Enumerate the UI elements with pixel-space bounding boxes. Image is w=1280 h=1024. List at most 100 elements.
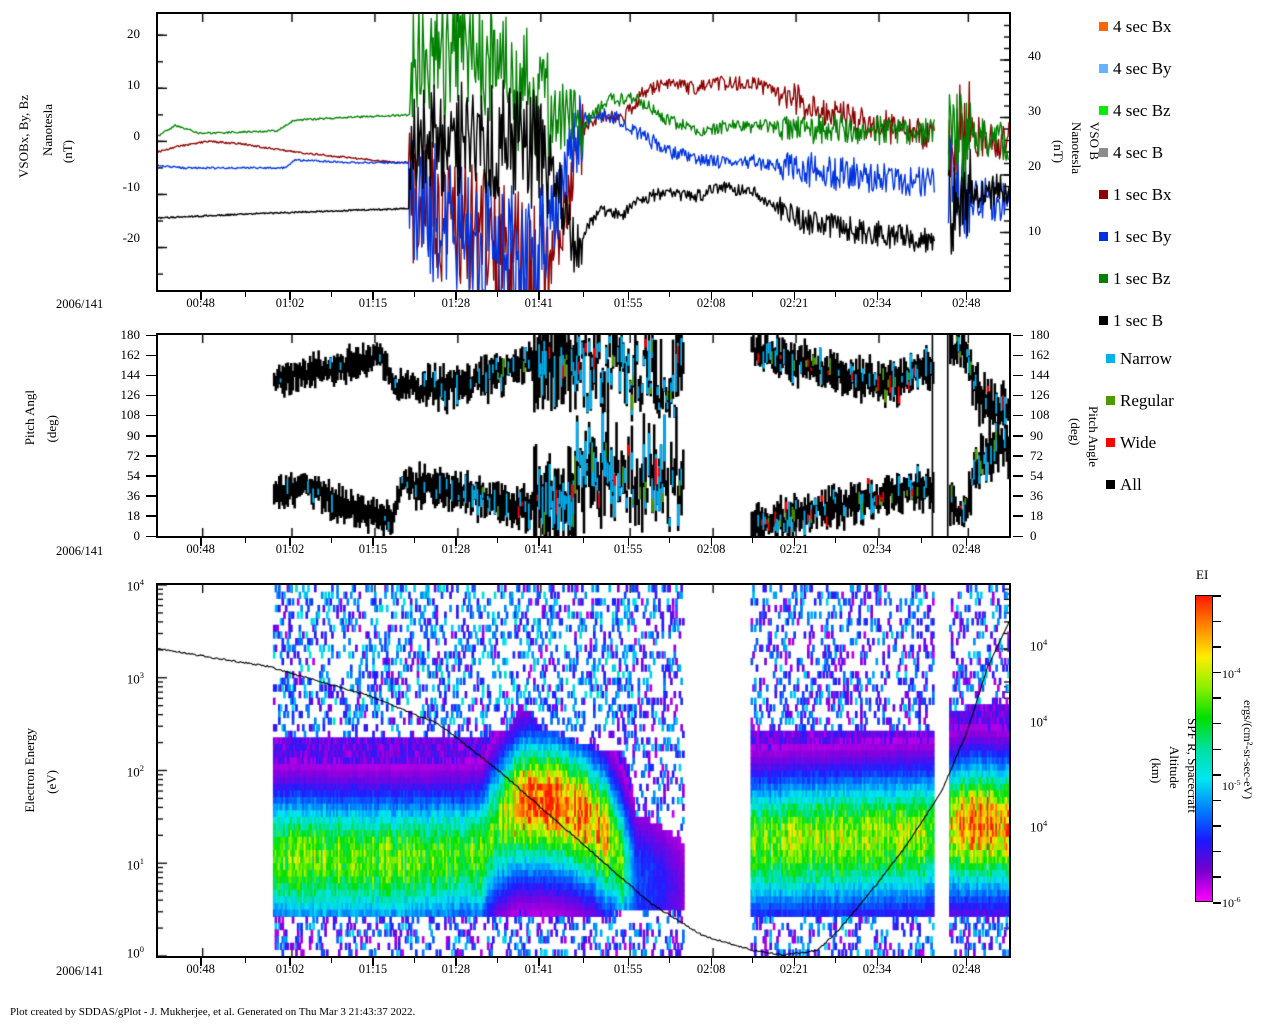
time-tick-label: 00:48 <box>186 296 215 310</box>
time-tick-minor <box>921 292 923 297</box>
colorbar-tick <box>1213 722 1221 725</box>
legend-swatch-icon <box>1106 480 1115 489</box>
panel2-tick-mark <box>1013 394 1023 397</box>
legend-label: 4 sec B <box>1113 143 1164 162</box>
legend-item-1-sec-bz[interactable]: 1 sec Bz <box>1099 270 1171 287</box>
colorbar-tick <box>1213 799 1221 802</box>
time-tick-major <box>627 538 630 546</box>
panel2-ytick-90: 90 <box>127 427 140 443</box>
panel1-right-ytick-40: 40 <box>1028 48 1041 63</box>
time-tick-label: 00:48 <box>186 962 215 976</box>
legend-item-1-sec-b[interactable]: 1 sec B <box>1099 312 1163 329</box>
colorbar-title: EI <box>1196 567 1209 582</box>
time-tick-label: 02:08 <box>696 296 726 310</box>
panel2-ytick-162: 162 <box>120 347 141 363</box>
panel2-tick-mark <box>146 354 156 357</box>
time-tick-label: 01:28 <box>441 296 471 310</box>
legend-item-all[interactable]: All <box>1106 476 1142 493</box>
legend-item-wide[interactable]: Wide <box>1106 434 1156 451</box>
time-tick-major <box>289 958 291 966</box>
panel3-right-ytick-2: 104 <box>1030 713 1048 730</box>
time-tick-label: 00:48 <box>186 542 215 556</box>
legend-swatch-icon <box>1099 274 1108 283</box>
legend-item-1-sec-by[interactable]: 1 sec By <box>1099 228 1172 245</box>
colorbar-tick <box>1213 902 1221 904</box>
panel2-ytick-108: 108 <box>120 407 141 423</box>
legend-item-narrow[interactable]: Narrow <box>1106 350 1172 367</box>
panel1-right-ytick-30: 30 <box>1028 103 1041 118</box>
time-tick-minor <box>669 538 671 543</box>
panel-electron-energy-frame <box>156 583 1011 958</box>
legend-swatch-icon <box>1106 396 1115 405</box>
legend-item-regular[interactable]: Regular <box>1106 392 1174 409</box>
legend-swatch-icon <box>1106 354 1115 363</box>
legend-item-4-sec-bx[interactable]: 4 sec Bx <box>1099 18 1172 35</box>
panel2-tick-mark <box>1013 475 1023 477</box>
colorbar-tick <box>1213 825 1221 827</box>
time-tick-minor <box>244 538 246 543</box>
panel2-ytick-36: 36 <box>127 487 140 503</box>
panel2-ytick-72: 72 <box>127 447 140 463</box>
panel2-tick-mark <box>146 455 156 457</box>
time-tick-major <box>965 538 968 546</box>
panel2-right-ytick-126: 126 <box>1030 387 1050 403</box>
legend-item-1-sec-bx[interactable]: 1 sec Bx <box>1099 186 1172 203</box>
time-tick-label: 02:08 <box>696 542 726 556</box>
legend-label: Narrow <box>1120 349 1172 368</box>
legend-label: 4 sec By <box>1113 59 1172 78</box>
panel3-right-axis-units: (km) <box>1149 758 1164 784</box>
legend-label: 4 sec Bz <box>1113 101 1171 120</box>
panel2-ytick-144: 144 <box>120 367 141 383</box>
legend-label: Regular <box>1120 391 1174 410</box>
time-tick-label: 01:55 <box>613 962 643 976</box>
panel3-ytick-1e4: 104 <box>126 577 144 594</box>
panel1-right-axis-units: Nanotesla <box>1069 122 1084 174</box>
time-tick-major <box>289 538 291 546</box>
panel3-date-label: 2006/141 <box>56 964 104 978</box>
legend-item-4-sec-bz[interactable]: 4 sec Bz <box>1099 102 1171 119</box>
time-tick-major <box>965 292 968 300</box>
panel2-tick-mark <box>1013 374 1023 377</box>
legend-item-4-sec-by[interactable]: 4 sec By <box>1099 60 1172 77</box>
time-tick-minor <box>835 958 837 963</box>
time-tick-major <box>627 958 630 966</box>
time-tick-major <box>538 958 540 966</box>
panel2-tick-mark <box>146 475 156 477</box>
time-tick-major <box>876 292 878 300</box>
panel2-tick-mark <box>146 334 156 336</box>
panel1-left-axis-title: VSOBx, By, Bz <box>16 95 31 178</box>
time-tick-label: 01:28 <box>441 962 471 976</box>
panel2-tick-mark <box>146 394 156 397</box>
panel2-tick-mark <box>146 515 156 517</box>
panel2-ytick-18: 18 <box>127 507 140 523</box>
panel2-tick-mark <box>146 414 156 417</box>
panel3-left-axis-title: Electron Energy <box>22 728 37 813</box>
legend-swatch-icon <box>1099 64 1108 73</box>
legend-swatch-icon <box>1099 232 1108 241</box>
panel2-tick-mark <box>1013 334 1023 336</box>
time-tick-minor <box>496 292 498 297</box>
time-tick-minor <box>752 538 754 543</box>
time-tick-label: 02:08 <box>696 962 726 976</box>
panel2-right-ytick-180: 180 <box>1030 327 1050 342</box>
time-tick-minor <box>330 292 332 297</box>
panel-magnetic-field-frame <box>156 12 1011 292</box>
panel2-right-ytick-36: 36 <box>1030 487 1043 503</box>
panel2-right-ytick-108: 108 <box>1030 407 1050 423</box>
time-tick-minor <box>413 292 415 297</box>
time-tick-label: 01:15 <box>358 542 388 556</box>
time-tick-minor <box>752 958 754 963</box>
panel3-ytick-1e0: 100 <box>126 944 144 961</box>
panel2-right-axis-title: Pitch Angle <box>1086 406 1101 468</box>
panel3-right-axis-title2: Altitude <box>1167 746 1182 789</box>
legend-item-4-sec-b[interactable]: 4 sec B <box>1099 144 1163 161</box>
colorbar-tick <box>1213 850 1221 853</box>
panel3-right-ytick-1: 104 <box>1030 637 1048 654</box>
time-tick-label: 01:41 <box>524 296 554 310</box>
time-tick-label: 02:48 <box>952 962 981 976</box>
colorbar-tick <box>1213 876 1221 878</box>
panel1-left-axis-units: Nanotesla <box>40 104 55 156</box>
panel1-right-ytick-10: 10 <box>1028 223 1041 238</box>
colorbar <box>1195 595 1213 902</box>
time-tick-label: 02:21 <box>779 962 809 976</box>
